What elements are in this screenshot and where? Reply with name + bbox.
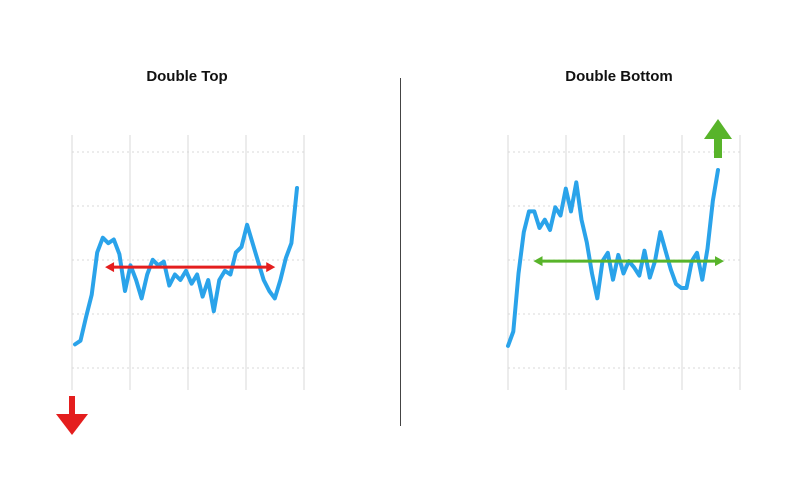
level-arrowhead-left (105, 262, 115, 273)
bullish-arrow-up (704, 119, 732, 158)
arrow-shaft (69, 396, 75, 418)
arrow-head (704, 119, 732, 139)
neckline-level (105, 262, 276, 273)
level-arrowhead-right (715, 256, 724, 267)
level-arrowhead-left (533, 256, 543, 267)
neckline-level (533, 256, 724, 267)
chart-title-double-top: Double Top (146, 68, 228, 85)
price-series-line (506, 168, 720, 348)
arrow-head (56, 414, 88, 435)
double-top-chart (56, 135, 305, 435)
double-bottom-chart (506, 119, 741, 390)
chart-title-double-bottom: Double Bottom (565, 68, 673, 85)
gridlines (71, 135, 305, 390)
bearish-arrow-down (56, 396, 88, 435)
panel-divider (400, 78, 401, 426)
level-arrowhead-right (266, 262, 276, 273)
arrow-shaft (714, 136, 722, 158)
